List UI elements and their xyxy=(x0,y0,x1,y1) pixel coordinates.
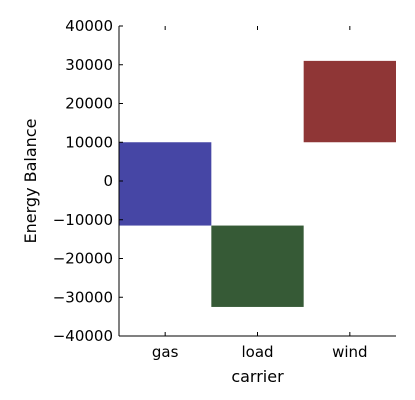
y-tick-label: 30000 xyxy=(65,56,113,74)
y-tick-label: −40000 xyxy=(53,327,113,345)
bars-layer xyxy=(119,60,396,307)
bar-wind xyxy=(303,60,396,143)
bar-gas xyxy=(119,142,212,226)
y-tick-label: −10000 xyxy=(53,211,113,229)
y-tick-label: 20000 xyxy=(65,95,113,113)
x-ticks: gas load wind xyxy=(152,26,368,361)
x-tick-label-gas: gas xyxy=(152,343,179,361)
y-axis-label: Energy Balance xyxy=(21,119,40,244)
y-tick-label: −30000 xyxy=(53,288,113,306)
y-ticks: 40000 30000 20000 10000 0 −10000 −20000 −30000 −… xyxy=(53,17,123,345)
y-tick-label: −20000 xyxy=(53,250,113,268)
y-tick-label: 0 xyxy=(103,172,113,190)
x-tick-label-wind: wind xyxy=(332,343,367,361)
bar-load xyxy=(211,225,304,307)
y-tick-label: 10000 xyxy=(65,133,113,151)
x-axis-label: carrier xyxy=(231,367,284,386)
x-tick-label-load: load xyxy=(241,343,273,361)
y-tick-label: 40000 xyxy=(65,17,113,35)
